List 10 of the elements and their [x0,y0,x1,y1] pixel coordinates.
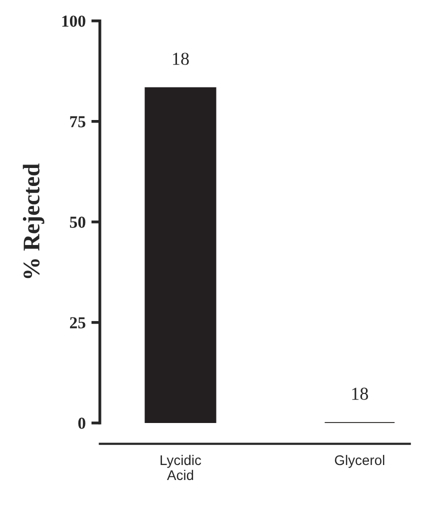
y-tick-label: 25 [70,317,86,328]
y-tick-label: 0 [78,418,86,429]
y-tick-label: 100 [62,16,86,27]
y-tick-label: 75 [70,116,86,128]
annotation: 18 [173,52,189,65]
annotation: 18 [352,388,368,400]
x-tick-label: Lycidic Acid [160,454,202,480]
y-axis-title: % Rejected [22,164,44,278]
x-tick-label: Glycerol [334,454,384,468]
y-tick-label: 50 [70,216,86,228]
